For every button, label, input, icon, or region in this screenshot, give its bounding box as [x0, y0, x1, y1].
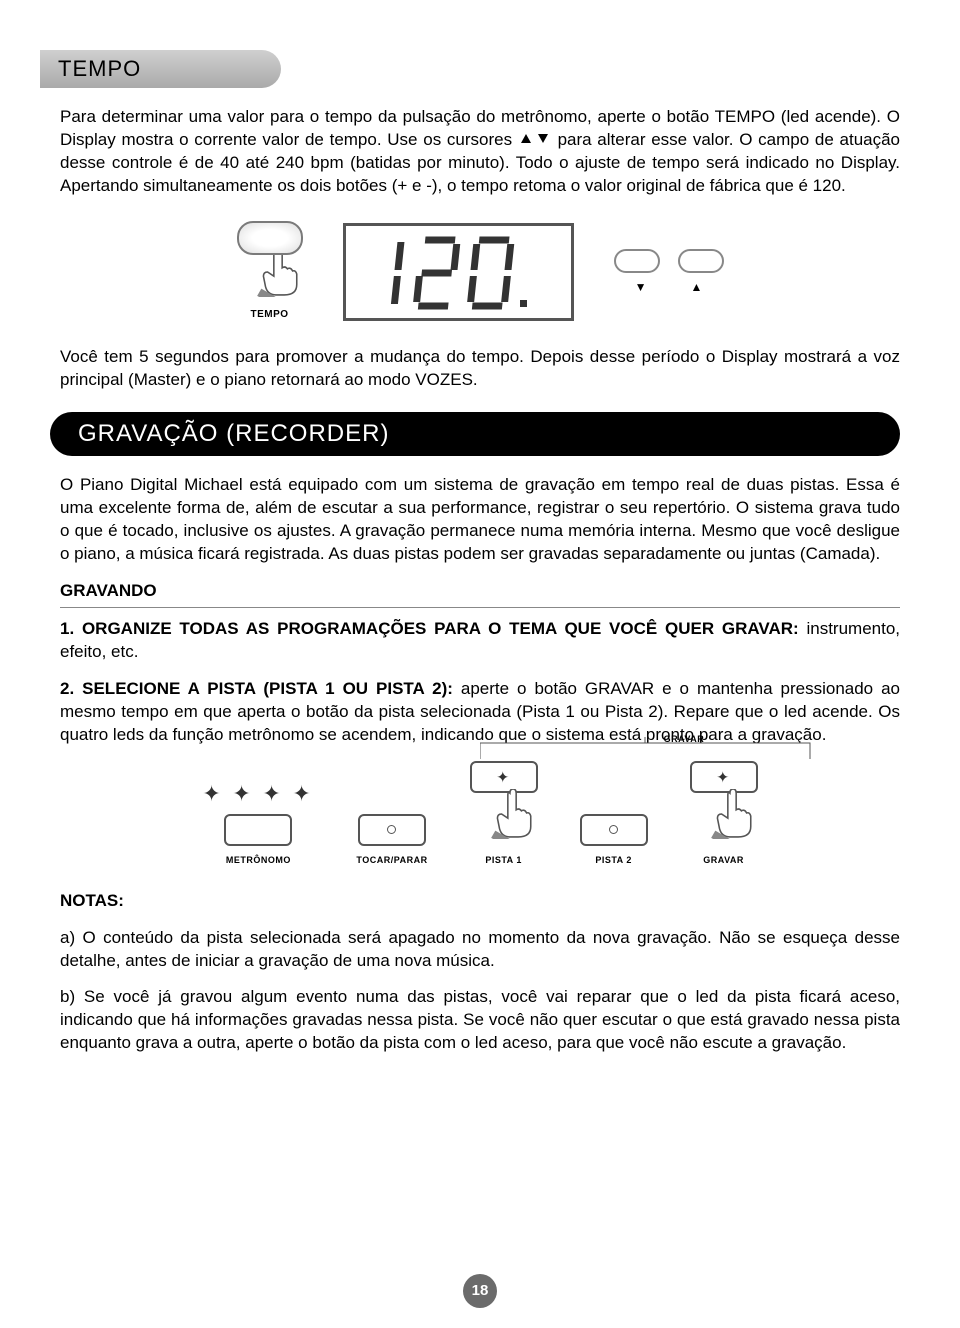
pressing-hand-icon: [256, 247, 300, 304]
metronomo-button: [224, 814, 292, 846]
step-1: 1. ORGANIZE TODAS AS PROGRAMAÇÕES PARA O…: [60, 618, 900, 664]
up-button: [678, 249, 724, 273]
tocar-parar-group: TOCAR/PARAR: [356, 814, 427, 866]
tempo-paragraph-1: Para determinar uma valor para o tempo d…: [60, 106, 900, 198]
led-on-icon: [202, 782, 224, 804]
divider: [60, 607, 900, 608]
pista1-group: GRAVAR PISTA 1: [470, 761, 538, 866]
tempo-button: [237, 221, 303, 255]
tocar-parar-label: TOCAR/PARAR: [356, 854, 427, 866]
gravar-label: GRAVAR: [703, 854, 744, 866]
led-on-icon: [232, 782, 254, 804]
tempo-paragraph-2: Você tem 5 segundos para promover a muda…: [60, 346, 900, 392]
pista1-label: PISTA 1: [485, 854, 522, 866]
tempo-button-label: TEMPO: [250, 308, 288, 322]
step-2-title: 2. SELECIONE A PISTA (PISTA 1 OU PISTA 2…: [60, 679, 453, 698]
tocar-parar-button: [358, 814, 426, 846]
step-2: 2. SELECIONE A PISTA (PISTA 1 OU PISTA 2…: [60, 678, 900, 747]
led-on-icon: [262, 782, 284, 804]
gravar-top-label: GRAVAR: [664, 733, 705, 745]
step-1-title: 1. ORGANIZE TODAS AS PROGRAMAÇÕES PARA O…: [60, 619, 799, 638]
tempo-figure: TEMPO: [60, 221, 900, 321]
nota-b: b) Se você já gravou algum evento numa d…: [60, 986, 900, 1055]
pista2-button: [580, 814, 648, 846]
down-button: [614, 249, 660, 273]
up-down-buttons: ▼ ▲: [614, 249, 724, 295]
pista2-group: PISTA 2: [580, 814, 648, 866]
tempo-button-group: TEMPO: [237, 221, 303, 321]
metronomo-group: METRÔNOMO: [202, 782, 314, 866]
notas-heading: NOTAS:: [60, 890, 900, 913]
section-bar-gravacao: GRAVAÇÃO (RECORDER): [50, 412, 900, 456]
lcd-display: [343, 223, 574, 321]
cursor-up-down-icon: [518, 130, 558, 149]
gravar-group: GRAVAR: [690, 761, 758, 866]
gravacao-intro: O Piano Digital Michael está equipado co…: [60, 474, 900, 566]
gravacao-figure: METRÔNOMO TOCAR/PARAR GRAVAR PISTA 1 PIS…: [60, 761, 900, 866]
gravando-heading: GRAVANDO: [60, 580, 900, 603]
pista2-label: PISTA 2: [595, 854, 632, 866]
nota-a: a) O conteúdo da pista selecionada será …: [60, 927, 900, 973]
triangle-down-icon: ▼: [635, 279, 647, 295]
triangle-up-icon: ▲: [691, 279, 703, 295]
pressing-hand-icon: [710, 789, 754, 846]
section-tab-tempo: TEMPO: [40, 50, 281, 88]
pressing-hand-icon: [490, 789, 534, 846]
led-on-icon: [292, 782, 314, 804]
page-number: 18: [463, 1274, 497, 1308]
metronomo-label: METRÔNOMO: [226, 854, 291, 866]
